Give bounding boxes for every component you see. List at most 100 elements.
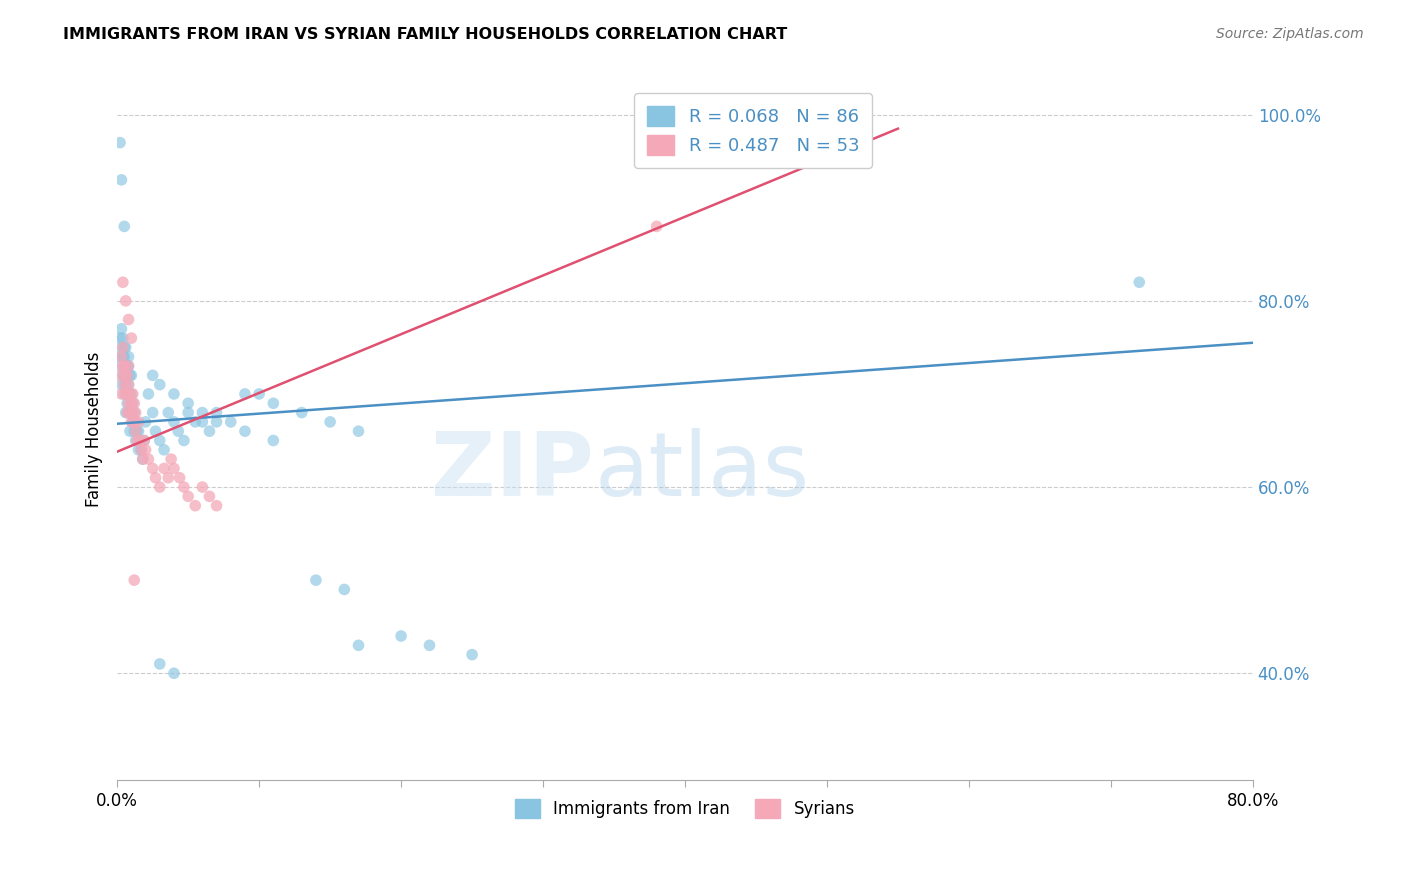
Point bbox=[177, 489, 200, 503]
Point bbox=[112, 350, 135, 364]
Point bbox=[110, 173, 132, 187]
Point bbox=[153, 442, 176, 457]
Point bbox=[184, 499, 207, 513]
Point bbox=[142, 368, 165, 383]
Point bbox=[118, 387, 141, 401]
Point bbox=[120, 415, 142, 429]
Point bbox=[111, 275, 134, 289]
Point bbox=[117, 377, 139, 392]
Point bbox=[124, 424, 146, 438]
Point bbox=[122, 406, 145, 420]
Point bbox=[153, 461, 176, 475]
Point bbox=[132, 452, 155, 467]
Point bbox=[219, 415, 242, 429]
Point bbox=[131, 442, 153, 457]
Point bbox=[121, 406, 143, 420]
Legend: Immigrants from Iran, Syrians: Immigrants from Iran, Syrians bbox=[509, 793, 862, 825]
Point bbox=[149, 480, 172, 494]
Point bbox=[120, 406, 142, 420]
Point bbox=[112, 377, 135, 392]
Point bbox=[645, 219, 668, 234]
Point bbox=[131, 442, 153, 457]
Point bbox=[163, 461, 186, 475]
Point bbox=[112, 359, 135, 373]
Point bbox=[115, 406, 138, 420]
Point bbox=[134, 434, 156, 448]
Point bbox=[118, 424, 141, 438]
Point bbox=[112, 340, 135, 354]
Point bbox=[114, 340, 136, 354]
Point bbox=[110, 387, 132, 401]
Point bbox=[112, 387, 135, 401]
Point bbox=[114, 368, 136, 383]
Point bbox=[142, 461, 165, 475]
Text: IMMIGRANTS FROM IRAN VS SYRIAN FAMILY HOUSEHOLDS CORRELATION CHART: IMMIGRANTS FROM IRAN VS SYRIAN FAMILY HO… bbox=[63, 27, 787, 42]
Point bbox=[121, 415, 143, 429]
Point bbox=[124, 406, 146, 420]
Point bbox=[262, 396, 284, 410]
Point bbox=[305, 573, 328, 587]
Point bbox=[115, 359, 138, 373]
Point bbox=[118, 387, 141, 401]
Point bbox=[184, 415, 207, 429]
Point bbox=[124, 434, 146, 448]
Point bbox=[173, 480, 195, 494]
Point bbox=[127, 415, 149, 429]
Point bbox=[117, 359, 139, 373]
Point bbox=[115, 396, 138, 410]
Point bbox=[418, 638, 440, 652]
Point bbox=[117, 359, 139, 373]
Point bbox=[125, 434, 148, 448]
Point bbox=[205, 415, 228, 429]
Point bbox=[112, 219, 135, 234]
Point bbox=[145, 424, 167, 438]
Point bbox=[247, 387, 270, 401]
Point bbox=[114, 406, 136, 420]
Point bbox=[122, 396, 145, 410]
Point bbox=[114, 359, 136, 373]
Text: atlas: atlas bbox=[595, 427, 810, 515]
Point bbox=[177, 406, 200, 420]
Point bbox=[111, 350, 134, 364]
Point bbox=[461, 648, 484, 662]
Point bbox=[157, 471, 180, 485]
Point bbox=[149, 657, 172, 671]
Point bbox=[149, 434, 172, 448]
Point bbox=[108, 331, 131, 345]
Point bbox=[191, 480, 214, 494]
Point bbox=[157, 406, 180, 420]
Point bbox=[122, 424, 145, 438]
Point bbox=[198, 424, 221, 438]
Point bbox=[205, 499, 228, 513]
Point bbox=[110, 359, 132, 373]
Point bbox=[114, 387, 136, 401]
Point bbox=[110, 377, 132, 392]
Point bbox=[110, 322, 132, 336]
Point bbox=[117, 396, 139, 410]
Point bbox=[110, 340, 132, 354]
Text: Source: ZipAtlas.com: Source: ZipAtlas.com bbox=[1216, 27, 1364, 41]
Point bbox=[135, 415, 157, 429]
Point bbox=[145, 471, 167, 485]
Point bbox=[110, 350, 132, 364]
Point bbox=[142, 406, 165, 420]
Point bbox=[120, 331, 142, 345]
Point bbox=[121, 396, 143, 410]
Point bbox=[134, 434, 156, 448]
Point bbox=[389, 629, 412, 643]
Point bbox=[117, 377, 139, 392]
Point bbox=[117, 406, 139, 420]
Point bbox=[125, 424, 148, 438]
Point bbox=[135, 442, 157, 457]
Point bbox=[233, 424, 256, 438]
Point bbox=[173, 434, 195, 448]
Point bbox=[163, 387, 186, 401]
Point bbox=[111, 368, 134, 383]
Point bbox=[122, 573, 145, 587]
Point bbox=[198, 489, 221, 503]
Point bbox=[1128, 275, 1150, 289]
Point bbox=[163, 666, 186, 681]
Point bbox=[138, 452, 160, 467]
Point bbox=[319, 415, 342, 429]
Point bbox=[347, 638, 370, 652]
